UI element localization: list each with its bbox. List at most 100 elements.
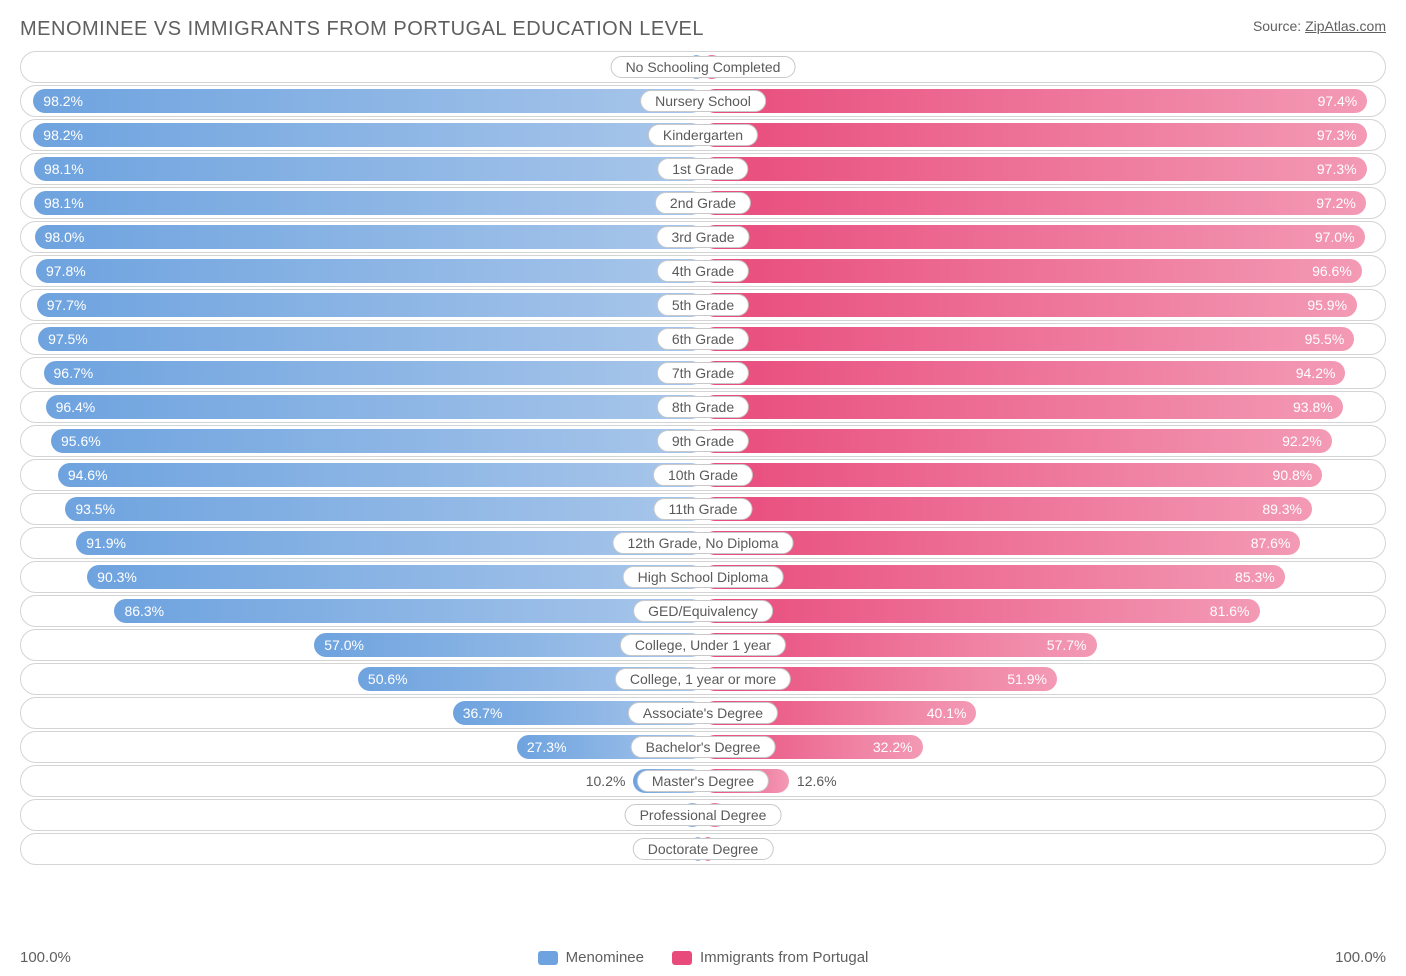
category-label: 4th Grade [657,260,749,282]
value-label-left: 27.3% [527,739,567,755]
bar-half-right: 81.6% [703,596,1385,626]
source-prefix: Source: [1253,18,1305,34]
value-label-right: 96.6% [1312,263,1352,279]
bar-half-left: 93.5% [21,494,703,524]
bar-half-left: 86.3% [21,596,703,626]
bar-half-left: 94.6% [21,460,703,490]
bar-left [44,361,703,385]
bar-half-left: 98.1% [21,154,703,184]
category-label: Doctorate Degree [633,838,774,860]
category-label: 10th Grade [653,464,753,486]
category-label: College, 1 year or more [615,668,791,690]
value-label-left: 93.5% [75,501,115,517]
value-label-left: 98.2% [43,93,83,109]
category-label: 8th Grade [657,396,749,418]
value-label-left: 98.0% [45,229,85,245]
value-label-left: 97.7% [47,297,87,313]
chart-row: 91.9%87.6%12th Grade, No Diploma [20,527,1386,559]
value-label-left: 98.1% [44,161,84,177]
bar-left [76,531,703,555]
chart-row: 98.2%97.4%Nursery School [20,85,1386,117]
bar-half-left: 3.1% [21,800,703,830]
bar-right [703,327,1354,351]
chart-source: Source: ZipAtlas.com [1253,18,1386,34]
axis-max-left: 100.0% [20,949,140,966]
value-label-left: 95.6% [61,433,101,449]
category-label: High School Diploma [623,566,784,588]
category-label: Nursery School [640,90,766,112]
value-label-left: 36.7% [463,705,503,721]
chart-row: 98.1% 97.2%2nd Grade [20,187,1386,219]
chart-row: 96.7%94.2%7th Grade [20,357,1386,389]
category-label: 9th Grade [657,430,749,452]
category-label: Associate's Degree [628,702,778,724]
bar-half-right: 95.9% [703,290,1385,320]
value-label-left: 96.7% [54,365,94,381]
bar-half-right: 57.7% [703,630,1385,660]
value-label-right: 97.3% [1317,127,1357,143]
bar-left [34,191,703,215]
chart-row: 57.0%57.7%College, Under 1 year [20,629,1386,661]
chart-row: 98.2%97.3%Kindergarten [20,119,1386,151]
bar-right [703,429,1332,453]
value-label-right: 90.8% [1273,467,1313,483]
bar-half-right: 97.0% [703,222,1385,252]
bar-half-right: 97.2% [703,188,1385,218]
bar-half-right: 12.6% [703,766,1385,796]
legend: Menominee Immigrants from Portugal [140,949,1266,966]
bar-left [38,327,703,351]
bar-half-right: 96.6% [703,256,1385,286]
bar-half-left: 90.3% [21,562,703,592]
bar-right [703,395,1343,419]
chart-row: 3.1%3.5%Professional Degree [20,799,1386,831]
bar-half-left: 98.2% [21,120,703,150]
chart-row: 96.4% 93.8% 8th Grade [20,391,1386,423]
bar-right [703,89,1367,113]
bar-right [703,293,1357,317]
category-label: 1st Grade [657,158,748,180]
bar-left [33,123,703,147]
chart-row: 1.4%1.5%Doctorate Degree [20,833,1386,865]
bar-left [35,225,703,249]
value-label-left: 94.6% [68,467,108,483]
value-label-left: 98.1% [44,195,84,211]
category-label: Master's Degree [637,770,769,792]
legend-swatch-right [672,951,692,965]
category-label: 7th Grade [657,362,749,384]
value-label-left: 96.4% [56,399,96,415]
value-label-right: 93.8% [1293,399,1333,415]
bar-left [51,429,703,453]
chart-row: 97.7%95.9%5th Grade [20,289,1386,321]
value-label-left: 86.3% [124,603,164,619]
category-label: 6th Grade [657,328,749,350]
axis-max-right: 100.0% [1266,949,1386,966]
bar-right [703,497,1312,521]
bar-half-left: 97.5% [21,324,703,354]
value-label-right: 95.9% [1307,297,1347,313]
bar-half-left: 97.7% [21,290,703,320]
bar-right [703,123,1367,147]
source-link[interactable]: ZipAtlas.com [1305,18,1386,34]
value-label-right: 57.7% [1047,637,1087,653]
chart-title: MENOMINEE VS IMMIGRANTS FROM PORTUGAL ED… [20,18,704,41]
bar-left [34,157,703,181]
bar-right [703,259,1362,283]
bar-half-right: 87.6% [703,528,1385,558]
value-label-left: 98.2% [43,127,83,143]
value-label-right: 87.6% [1251,535,1291,551]
value-label-left: 57.0% [324,637,364,653]
bar-half-left: 1.9% [21,52,703,82]
bar-half-left: 50.6% [21,664,703,694]
chart-row: 98.0%97.0%3rd Grade [20,221,1386,253]
bar-left [46,395,703,419]
value-label-left: 97.5% [48,331,88,347]
bar-half-right: 90.8% [703,460,1385,490]
bar-half-left: 57.0% [21,630,703,660]
bar-half-left: 98.1% [21,188,703,218]
bar-half-left: 27.3% [21,732,703,762]
legend-item-right: Immigrants from Portugal [672,949,868,966]
category-label: 2nd Grade [655,192,751,214]
value-label-left: 91.9% [86,535,126,551]
chart-row: 86.3%81.6%GED/Equivalency [20,595,1386,627]
bar-half-right: 3.5% [703,800,1385,830]
